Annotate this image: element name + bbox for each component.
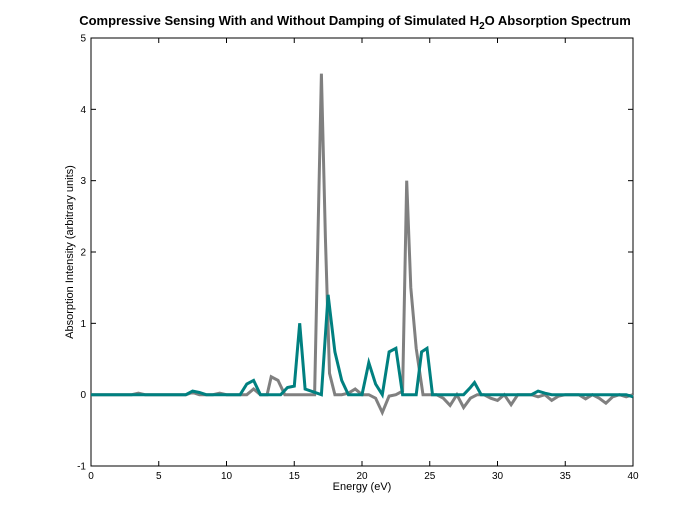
x-tick-label: 35 bbox=[560, 471, 572, 482]
x-tick-label: 0 bbox=[88, 471, 94, 482]
y-tick-label: 3 bbox=[80, 176, 86, 187]
x-tick-label: 40 bbox=[627, 471, 639, 482]
series-line-2 bbox=[91, 294, 634, 399]
chart-title: Compressive Sensing With and Without Dam… bbox=[79, 13, 631, 32]
chart-title-prefix: Compressive Sensing With and Without Dam… bbox=[79, 13, 479, 28]
y-tick-label: 1 bbox=[80, 319, 86, 330]
chart-title-subscript: 2 bbox=[479, 21, 485, 32]
chart-title-suffix: O Absorption Spectrum bbox=[485, 13, 631, 28]
x-tick-label: 5 bbox=[156, 471, 162, 482]
x-tick-label: 30 bbox=[492, 471, 504, 482]
x-tick-label: 10 bbox=[221, 471, 233, 482]
series-line-1 bbox=[91, 73, 634, 417]
y-tick-label: 4 bbox=[80, 105, 86, 116]
y-tick-label: 0 bbox=[80, 390, 86, 401]
x-tick-label: 25 bbox=[424, 471, 436, 482]
y-tick-label: 5 bbox=[80, 34, 86, 45]
y-tick-label: -1 bbox=[77, 462, 86, 473]
x-tick-label: 20 bbox=[356, 471, 368, 482]
y-tick-label: 2 bbox=[80, 248, 86, 259]
x-tick-label: 15 bbox=[289, 471, 301, 482]
y-axis-label: Absorption Intensity (arbitrary units) bbox=[64, 165, 76, 339]
x-axis-label: Energy (eV) bbox=[333, 481, 392, 493]
series-layer bbox=[91, 73, 634, 417]
